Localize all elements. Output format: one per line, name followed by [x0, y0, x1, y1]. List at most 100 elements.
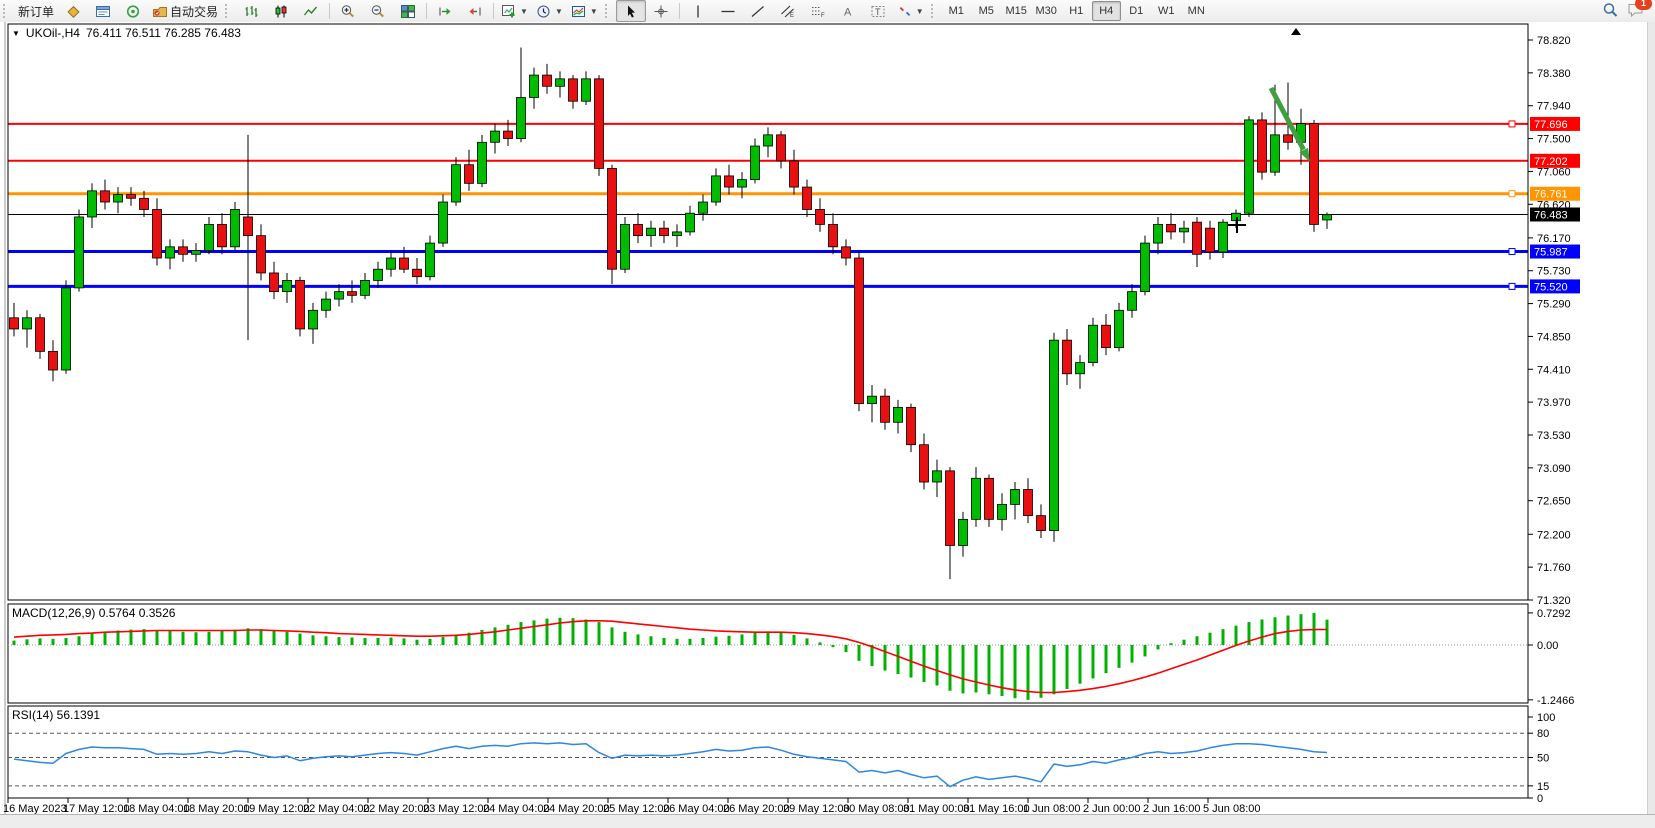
rsi-indicator-label: RSI(14) 56.1391	[12, 708, 101, 722]
timeframe-h1-button[interactable]: H1	[1069, 5, 1084, 17]
search-icon[interactable]	[1602, 2, 1619, 21]
candle	[984, 477, 994, 520]
text-tool-button[interactable]: A	[833, 0, 863, 22]
svg-text:71.760: 71.760	[1537, 562, 1571, 574]
fibonacci-tool-button[interactable]: F	[803, 0, 833, 22]
svg-text:26 May 04:00: 26 May 04:00	[663, 803, 730, 814]
candle	[776, 134, 786, 162]
svg-text:76.170: 76.170	[1537, 233, 1571, 245]
arrows-tool-button[interactable]: ▼	[893, 0, 928, 22]
text-label-icon: T	[870, 4, 886, 19]
candle	[919, 444, 929, 483]
svg-text:31 May 00:00: 31 May 00:00	[903, 803, 970, 814]
svg-text:25 May 12:00: 25 May 12:00	[603, 803, 670, 814]
timeframe-h4-button[interactable]: H4	[1091, 1, 1121, 21]
line-chart-type-button[interactable]	[296, 0, 326, 22]
auto-trading-icon	[152, 4, 168, 19]
candle	[1179, 227, 1189, 233]
candle	[256, 235, 266, 274]
horizontal-line-tool-button[interactable]	[713, 0, 743, 22]
timeframe-m30-button[interactable]: M30	[1035, 5, 1057, 17]
zoom-in-button[interactable]	[333, 0, 363, 22]
chart-title[interactable]: ▼ UKOil-,H4 76.411 76.511 76.285 76.483	[12, 26, 241, 40]
green-arrow-annotation	[1268, 86, 1306, 151]
notification-badge: 1	[1635, 0, 1652, 10]
timeframe-m5-button[interactable]: M5	[978, 5, 994, 17]
line-chart-icon	[303, 4, 319, 19]
vertical-line-tool-button[interactable]	[683, 0, 713, 22]
market-watch-icon	[66, 4, 81, 19]
new-chart-button[interactable]: ▼	[497, 0, 532, 22]
hline-handle	[1508, 248, 1516, 256]
data-window-icon	[95, 4, 111, 19]
bar-chart-type-button[interactable]	[236, 0, 266, 22]
chevron-down-icon: ▼	[520, 6, 528, 16]
notifications-button[interactable]: 1	[1627, 0, 1652, 21]
timeframe-m1-button[interactable]: M1	[948, 5, 964, 17]
clock-icon	[536, 4, 552, 19]
timeframe-m15-button[interactable]: M15	[1005, 5, 1027, 17]
svg-text:72.650: 72.650	[1537, 496, 1571, 508]
candle	[347, 291, 357, 296]
svg-text:17 May 12:00: 17 May 12:00	[63, 803, 130, 814]
timeframe-d1-button[interactable]: D1	[1129, 5, 1144, 17]
candlestick-type-button[interactable]	[266, 0, 296, 22]
fibonacci-icon: F	[810, 4, 826, 19]
candle	[1309, 123, 1319, 225]
candle	[399, 257, 409, 270]
zoom-out-button[interactable]	[363, 0, 393, 22]
svg-text:22 May 20:00: 22 May 20:00	[363, 803, 430, 814]
crosshair-tool-button[interactable]	[646, 0, 676, 22]
price-chart-canvas[interactable]: 78.82078.38077.94077.50077.06076.62076.1…	[0, 22, 1655, 815]
candle	[1114, 309, 1124, 349]
timeframe-mn-button[interactable]: MN	[1187, 5, 1205, 17]
auto-trading-button[interactable]: 自动交易	[148, 0, 222, 22]
zoom-in-icon	[340, 4, 356, 19]
chart-shift-button[interactable]	[460, 0, 490, 22]
toolbar: 新订单 自动交易 ▼ ▼	[0, 0, 1655, 23]
candle	[1153, 224, 1163, 244]
candle	[490, 130, 500, 143]
new-order-button[interactable]: 新订单	[14, 0, 58, 22]
svg-text:31 May 16:00: 31 May 16:00	[963, 803, 1030, 814]
scroll-marker-icon	[1291, 28, 1301, 35]
candle	[555, 78, 565, 87]
price-tag	[1530, 244, 1580, 259]
market-watch-button[interactable]	[58, 0, 88, 22]
templates-icon	[571, 4, 587, 19]
cursor-tool-button[interactable]	[615, 0, 646, 22]
templates-button[interactable]: ▼	[567, 0, 602, 22]
data-window-button[interactable]	[88, 0, 118, 22]
candle	[386, 257, 396, 270]
symbol-dropdown-icon[interactable]: ▼	[12, 28, 20, 38]
svg-text:78.820: 78.820	[1537, 35, 1571, 47]
svg-text:73.970: 73.970	[1537, 397, 1571, 409]
toolbar-grip	[225, 4, 232, 18]
candle	[269, 272, 279, 293]
periods-button[interactable]: ▼	[532, 0, 567, 22]
chevron-down-icon: ▼	[554, 6, 563, 16]
svg-text:18 May 20:00: 18 May 20:00	[183, 803, 250, 814]
toolbar-separator	[426, 3, 428, 19]
candle	[373, 268, 383, 281]
candle	[1049, 339, 1059, 531]
candle	[22, 317, 32, 330]
timeframe-w1-button[interactable]: W1	[1157, 5, 1175, 17]
equidistant-channel-tool-button[interactable]: E	[773, 0, 803, 22]
candle	[542, 74, 552, 87]
text-label-tool-button[interactable]: T	[863, 0, 893, 22]
candle	[1088, 324, 1098, 363]
svg-text:75.290: 75.290	[1537, 299, 1571, 311]
candle	[594, 78, 604, 169]
tile-windows-button[interactable]	[393, 0, 423, 22]
cursor-icon	[624, 4, 638, 19]
candle	[659, 227, 669, 237]
svg-text:1 Jun 08:00: 1 Jun 08:00	[1023, 803, 1081, 814]
svg-text:-1.2466: -1.2466	[1537, 695, 1574, 707]
candle	[334, 291, 344, 300]
trendline-tool-button[interactable]	[743, 0, 773, 22]
candle	[1036, 515, 1046, 531]
navigator-button[interactable]	[118, 0, 148, 22]
svg-text:77.940: 77.940	[1537, 101, 1571, 113]
auto-scroll-button[interactable]	[430, 0, 460, 22]
